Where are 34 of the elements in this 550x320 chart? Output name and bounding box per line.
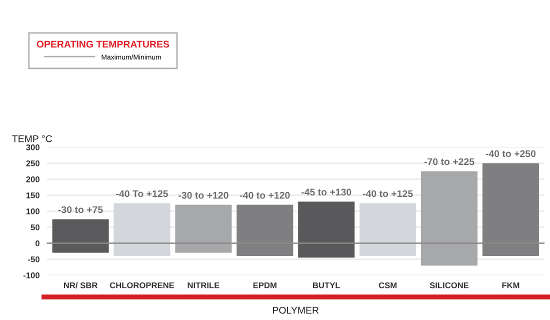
annotation: -40 to +120 <box>240 192 290 199</box>
y-tick-label: -100 <box>23 272 40 278</box>
annotation: -30 to +120 <box>178 192 228 199</box>
y-tick-label: 50 <box>30 224 40 230</box>
x-tick-label: EPDM <box>253 282 276 288</box>
x-tick-label: BUTYL <box>313 282 340 288</box>
annotation: -40 to +250 <box>486 150 536 158</box>
x-tick-label: CSM <box>378 282 396 288</box>
bar <box>52 219 109 253</box>
y-tick-label: 300 <box>26 144 40 150</box>
x-tick-label: CHLOROPRENE <box>110 282 174 288</box>
bar <box>175 204 232 253</box>
bar <box>420 171 478 266</box>
y-tick-label: -50 <box>28 256 40 262</box>
bar <box>114 203 170 256</box>
bar <box>298 202 355 258</box>
y-tick-label: 100 <box>26 208 40 214</box>
y-axis-title: TEMP °C <box>12 135 52 142</box>
annotation: -70 to +225 <box>424 158 474 166</box>
y-tick-label: 0 <box>36 240 40 246</box>
y-tick-label: 150 <box>26 192 40 198</box>
annotation: -30 to +75 <box>58 206 103 214</box>
bar <box>360 203 416 256</box>
x-axis-title: POLYMER <box>273 306 319 314</box>
x-tick-label: SILICONE <box>430 282 469 288</box>
y-tick-label: 250 <box>26 160 40 166</box>
x-tick-label: FKM <box>502 282 520 288</box>
annotation: -40 to +125 <box>362 190 413 198</box>
legend-title: OPERATING TEMPRATURES <box>36 40 170 48</box>
annotation: -40 To +125 <box>116 190 168 198</box>
annotation: -45 to +130 <box>301 188 352 196</box>
y-tick-label: 200 <box>26 176 40 182</box>
x-tick-label: NITRILE <box>188 282 220 288</box>
x-tick-label: NR/ SBR <box>64 282 98 288</box>
